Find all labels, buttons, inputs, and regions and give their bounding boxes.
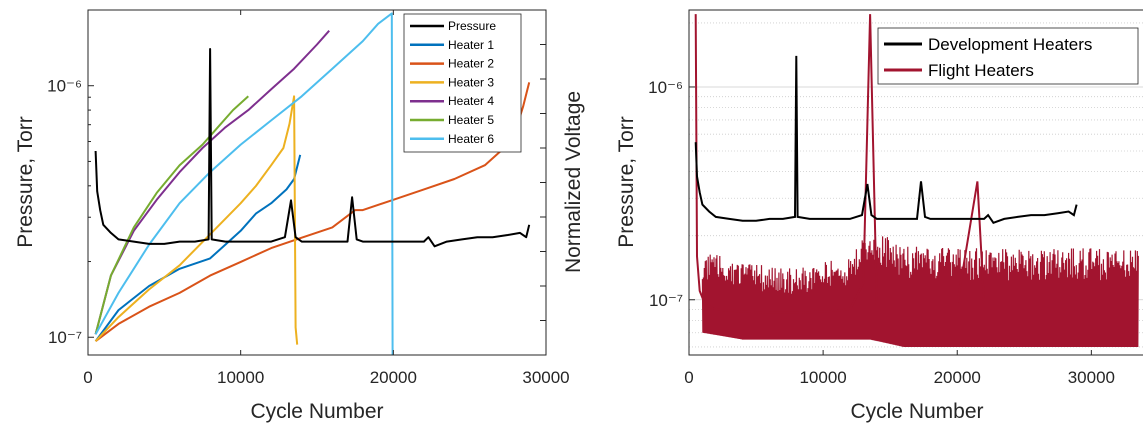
x-tick-label: 10000 [799,368,846,387]
left-legend: Pressure Heater 1 Heater 2 Heater 3 Heater 4… [403,13,522,153]
right-legend: Development Heaters Flight Heaters [877,27,1139,85]
x-tick-label: 30000 [1068,368,1115,387]
x-tick-label: 0 [684,368,693,387]
x-tick-label: 30000 [522,368,569,387]
series-band-flight-heaters [701,236,1139,348]
right-ticks-layer: 0 10000 20000 30000 10⁻⁷ 10⁻⁶ [648,78,1115,387]
series-line-development-heaters [694,55,1078,225]
left-y-axis-label: Pressure, Torr [14,116,37,248]
series-line-heater-3 [94,95,299,345]
y-tick-label: 10⁻⁶ [648,78,683,97]
x-tick-label: 20000 [934,368,981,387]
y-tick-label-left: 10⁻⁷ [48,328,82,347]
right-panel: 0 10000 20000 30000 10⁻⁷ 10⁻⁶ Cycle Number Pr… [615,9,1143,423]
legend-label-heater-2: Heater 2 [448,57,494,71]
x-tick-label: 0 [83,368,92,387]
series-line-heater-1 [94,154,302,342]
x-tick-label: 20000 [370,368,417,387]
right-panel-y-axis-label: Pressure, Torr [615,116,638,248]
legend-label-heater-4: Heater 4 [448,94,494,108]
left-ticks-layer: 0 10000 20000 30000 10⁻⁷ 10⁻⁶ [47,9,570,387]
legend-label-pressure: Pressure [448,19,496,33]
series-line-heater-4 [94,30,330,335]
right-y-axis-label: Normalized Voltage [562,91,585,273]
series-line-heater-6 [94,12,394,355]
series-line-heater-5 [94,95,249,335]
right-series-layer [694,14,1139,348]
left-panel: 0 10000 20000 30000 10⁻⁷ 10⁻⁶ Cycle Number Pr… [14,9,585,423]
right-axes-box [688,9,1143,356]
legend-label-development-heaters: Development Heaters [928,35,1092,54]
right-legend-box [877,27,1139,85]
y-tick-label: 10⁻⁷ [649,291,683,310]
legend-label-heater-6: Heater 6 [448,132,494,146]
x-tick-label: 10000 [217,368,264,387]
legend-label-heater-5: Heater 5 [448,113,494,127]
series-line-pressure [94,48,531,248]
legend-label-heater-3: Heater 3 [448,75,494,89]
right-x-axis-label: Cycle Number [850,400,983,423]
legend-label-heater-1: Heater 1 [448,38,494,52]
left-x-axis-label: Cycle Number [250,400,383,423]
left-series-layer [94,12,531,355]
series-line-flight-heaters [694,14,1139,314]
legend-label-flight-heaters: Flight Heaters [928,61,1034,80]
y-tick-label-left: 10⁻⁶ [47,77,82,96]
